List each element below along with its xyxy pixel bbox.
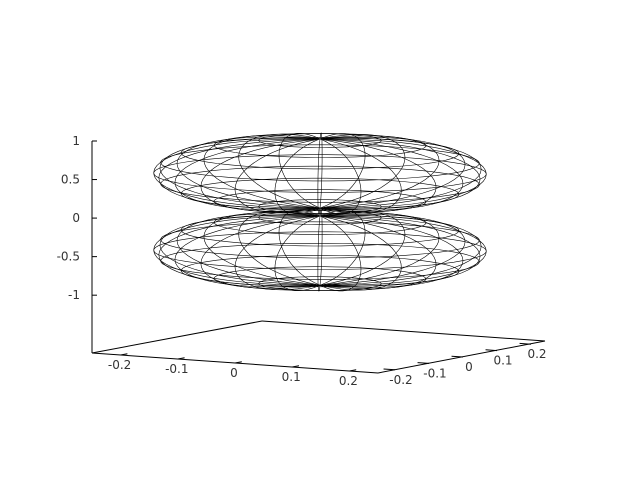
y-tick	[383, 368, 396, 371]
meridian-line	[174, 215, 321, 288]
z-tick-label: 0	[72, 211, 80, 225]
meridian-line	[319, 132, 323, 209]
meridian-line	[319, 138, 437, 213]
meridian-line	[319, 215, 362, 292]
meridian-line	[176, 213, 321, 286]
x-tick	[120, 353, 128, 356]
y-tick-label: 0.2	[527, 347, 546, 361]
meridian-line	[200, 138, 321, 212]
meridian-line	[319, 215, 481, 287]
meridian-line	[153, 215, 321, 286]
meridian-line	[176, 136, 321, 209]
x-tick	[177, 357, 185, 360]
base-edge	[91, 320, 263, 354]
base-edge	[261, 320, 546, 342]
z-tick-label: -1	[68, 288, 80, 302]
meridian-line	[317, 215, 321, 292]
x-tick	[292, 365, 300, 368]
x-tick-label: -0.2	[108, 358, 131, 372]
meridian-line	[319, 138, 481, 210]
meridian-line	[319, 215, 437, 290]
meridian-line	[319, 135, 440, 209]
meridian-line	[319, 134, 406, 209]
meridian-line	[159, 215, 321, 286]
meridian-line	[319, 210, 366, 286]
meridian-line	[319, 215, 482, 286]
meridian-line	[158, 138, 321, 210]
y-tick-label: -0.1	[423, 366, 446, 380]
meridian-line	[319, 215, 464, 288]
meridian-line	[319, 211, 406, 286]
meridian-line	[319, 133, 366, 209]
meridian-line	[319, 138, 464, 211]
meridian-line	[319, 209, 323, 286]
meridian-line	[159, 137, 321, 209]
x-tick	[349, 369, 357, 372]
y-tick	[451, 355, 464, 358]
y-tick-label: -0.2	[389, 373, 412, 387]
meridian-line	[158, 215, 321, 287]
y-tick	[417, 362, 430, 364]
meridian-line	[319, 212, 440, 286]
meridian-line	[174, 138, 321, 211]
meridian-line	[319, 215, 402, 291]
z-tick-label: -0.5	[57, 250, 80, 264]
y-tick	[485, 349, 498, 352]
meridian-line	[278, 133, 321, 209]
meridian-line	[234, 215, 321, 291]
meridian-line	[203, 135, 321, 209]
x-tick	[234, 361, 242, 364]
meridian-line	[317, 138, 321, 215]
x-tick-label: -0.1	[165, 362, 188, 376]
meridian-line	[274, 215, 321, 291]
meridian-line	[319, 138, 482, 209]
meridian-line	[153, 138, 321, 209]
lower-lobe	[153, 209, 487, 292]
tick-labels: 1 0.5 0 -0.5 -1 -0.2 -0.1 0 0.1 0.2 -0.2 -0.1 0 0.1 0.…	[57, 134, 547, 388]
x-tick-label: 0.2	[339, 374, 358, 388]
x-tick-label: 0.1	[282, 370, 301, 384]
meridian-line	[319, 138, 487, 209]
meridian-line	[203, 212, 321, 286]
axes	[91, 140, 546, 374]
y-tick-label: 0	[465, 360, 473, 374]
y-tick-label: 0.1	[493, 354, 512, 368]
x-tick-label: 0	[230, 366, 238, 380]
y-tick	[519, 342, 532, 345]
meridian-line	[319, 137, 466, 209]
z-tick-label: 1	[72, 134, 80, 148]
meridian-line	[200, 215, 321, 289]
surface-mesh	[153, 132, 487, 292]
meridian-line	[319, 215, 487, 286]
upper-lobe	[153, 132, 487, 215]
z-tick-label: 0.5	[61, 173, 80, 187]
meridian-line	[278, 210, 321, 286]
meridian-line	[319, 214, 466, 286]
